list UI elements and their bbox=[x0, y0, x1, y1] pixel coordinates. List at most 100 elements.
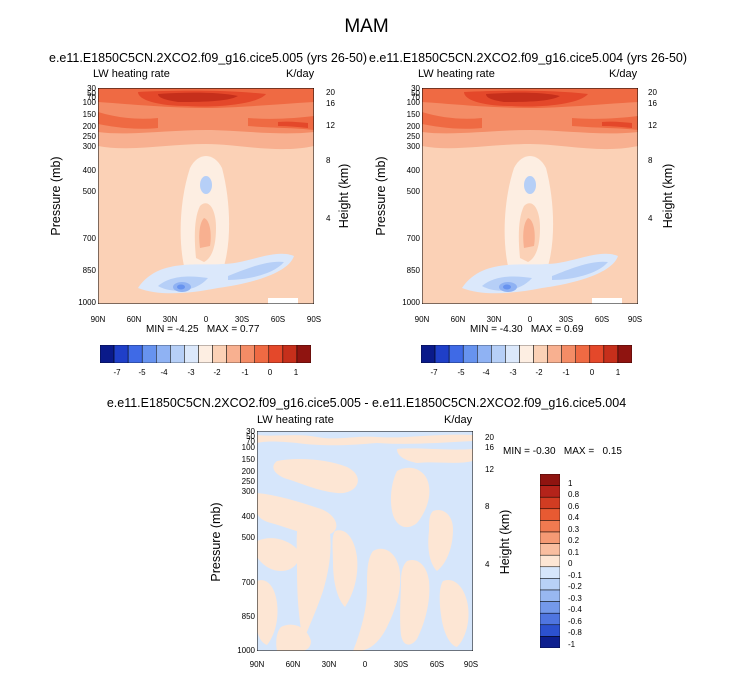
colorbar-swatch bbox=[540, 601, 560, 614]
x-tick: 30S bbox=[558, 315, 574, 324]
panel2-title: e.e11.E1850C5CN.2XCO2.f09_g16.cice5.004 … bbox=[369, 51, 688, 65]
y-tick: 70 bbox=[246, 437, 255, 446]
x-tick: 90S bbox=[463, 660, 479, 669]
y-tick: 700 bbox=[406, 234, 420, 243]
colorbar-label: -7 bbox=[430, 368, 438, 377]
y-tick: 150 bbox=[82, 110, 96, 119]
x-tick: 60S bbox=[270, 315, 286, 324]
colorbar-label: -2 bbox=[535, 368, 543, 377]
panel2-y-axis-label: Pressure (mb) bbox=[374, 156, 388, 236]
colorbar-swatch bbox=[254, 345, 270, 363]
colorbar-label: -0.3 bbox=[568, 594, 582, 603]
colorbar-swatch bbox=[540, 474, 560, 486]
max-label: MAX = bbox=[563, 446, 595, 457]
colorbar-label: -0.1 bbox=[568, 571, 582, 580]
min-value: -4.30 bbox=[499, 324, 523, 335]
panel1-left-label: LW heating rate bbox=[93, 68, 170, 80]
y-tick: 500 bbox=[82, 187, 96, 196]
y-tick: 50 bbox=[411, 89, 420, 98]
colorbar-swatch bbox=[540, 496, 560, 510]
y-tick: 100 bbox=[82, 98, 96, 107]
x-tick: 90S bbox=[627, 315, 643, 324]
colorbar-label: 0 bbox=[568, 559, 573, 568]
x-tick: 90N bbox=[414, 315, 430, 324]
colorbar-swatch bbox=[589, 345, 605, 363]
colorbar-swatch bbox=[540, 636, 560, 648]
panel3-title: e.e11.E1850C5CN.2XCO2.f09_g16.cice5.005 … bbox=[106, 396, 627, 410]
colorbar-swatch bbox=[519, 345, 534, 363]
colorbar-swatch bbox=[212, 345, 227, 363]
y2-tick: 4 bbox=[648, 214, 653, 223]
y-tick: 70 bbox=[87, 93, 96, 102]
colorbar-label: -2 bbox=[213, 368, 221, 377]
y-tick: 300 bbox=[241, 487, 255, 496]
colorbar-label: 0 bbox=[589, 368, 595, 377]
colorbar-swatch bbox=[170, 345, 185, 363]
colorbar-swatch bbox=[617, 345, 632, 363]
y2-tick: 20 bbox=[648, 88, 657, 97]
y-tick: 850 bbox=[82, 266, 96, 275]
y2-tick: 16 bbox=[485, 443, 494, 452]
colorbar-swatch bbox=[540, 554, 560, 568]
colorbar-label: -0.2 bbox=[568, 582, 582, 591]
colorbar-swatch bbox=[540, 578, 560, 591]
x-tick: 30S bbox=[393, 660, 409, 669]
panel3-stats: MIN = -0.30 MAX = 0.15 bbox=[503, 446, 622, 457]
colorbar-swatch bbox=[540, 624, 560, 637]
min-value: -4.25 bbox=[175, 324, 199, 335]
colorbar-label: -5 bbox=[138, 368, 146, 377]
panel3-units-label: K/day bbox=[444, 414, 473, 426]
panel3-field bbox=[257, 431, 473, 651]
max-value: 0.69 bbox=[563, 324, 584, 335]
min-label: MIN = bbox=[470, 324, 497, 335]
panel1-title: e.e11.E1850C5CN.2XCO2.f09_g16.cice5.005 … bbox=[49, 51, 368, 65]
colorbar-label: -0.8 bbox=[568, 628, 582, 637]
colorbar-swatch bbox=[141, 345, 157, 363]
panel1-y2-axis-label: Height (km) bbox=[337, 163, 351, 229]
max-label: MAX = bbox=[530, 324, 562, 335]
x-tick: 60S bbox=[429, 660, 445, 669]
y-tick: 50 bbox=[246, 432, 255, 441]
x-tick: 0 bbox=[362, 660, 368, 669]
colorbar-label: -1 bbox=[568, 640, 576, 649]
y-tick: 250 bbox=[82, 132, 96, 141]
y2-tick: 20 bbox=[485, 433, 494, 442]
y-tick: 850 bbox=[406, 266, 420, 275]
y2-tick: 12 bbox=[326, 121, 335, 130]
min-label: MIN = bbox=[503, 446, 530, 457]
colorbar-swatch bbox=[547, 345, 562, 363]
panel2-field bbox=[422, 88, 638, 304]
max-label: MAX = bbox=[206, 324, 238, 335]
colorbar-label: 0.3 bbox=[568, 525, 580, 534]
y2-tick: 12 bbox=[648, 121, 657, 130]
colorbar-label: 0.6 bbox=[568, 502, 580, 511]
panel2-y2-axis-label: Height (km) bbox=[661, 163, 675, 229]
y2-tick: 12 bbox=[485, 465, 494, 474]
y-tick: 1000 bbox=[78, 298, 96, 307]
colorbar-swatch bbox=[540, 520, 560, 533]
colorbar-swatch bbox=[540, 485, 560, 498]
colorbar-label: 0.1 bbox=[568, 548, 580, 557]
colorbar-swatch bbox=[540, 589, 560, 602]
y-tick: 500 bbox=[241, 533, 255, 542]
min-value: -0.30 bbox=[532, 446, 556, 457]
colorbar-swatch bbox=[462, 345, 478, 363]
colorbar-label: -5 bbox=[457, 368, 465, 377]
colorbar-swatch bbox=[268, 345, 284, 363]
colorbar-swatch bbox=[533, 345, 548, 363]
x-tick: 90N bbox=[90, 315, 106, 324]
colorbar-swatch bbox=[198, 345, 213, 363]
panel2-stats: MIN = -4.30 MAX = 0.69 bbox=[470, 324, 583, 335]
y-tick: 50 bbox=[87, 89, 96, 98]
y2-tick: 20 bbox=[326, 88, 335, 97]
main-title: MAM bbox=[344, 16, 389, 37]
colorbar-swatch bbox=[491, 345, 506, 363]
colorbar-swatch bbox=[100, 345, 115, 363]
panel1-colorbar bbox=[100, 345, 311, 363]
panel3-y2-axis-label: Height (km) bbox=[498, 509, 512, 575]
y-tick: 300 bbox=[406, 142, 420, 151]
colorbar-label: -0.4 bbox=[568, 605, 582, 614]
y2-tick: 4 bbox=[485, 560, 490, 569]
colorbar-swatch bbox=[505, 345, 520, 363]
colorbar-label: -3 bbox=[187, 368, 195, 377]
